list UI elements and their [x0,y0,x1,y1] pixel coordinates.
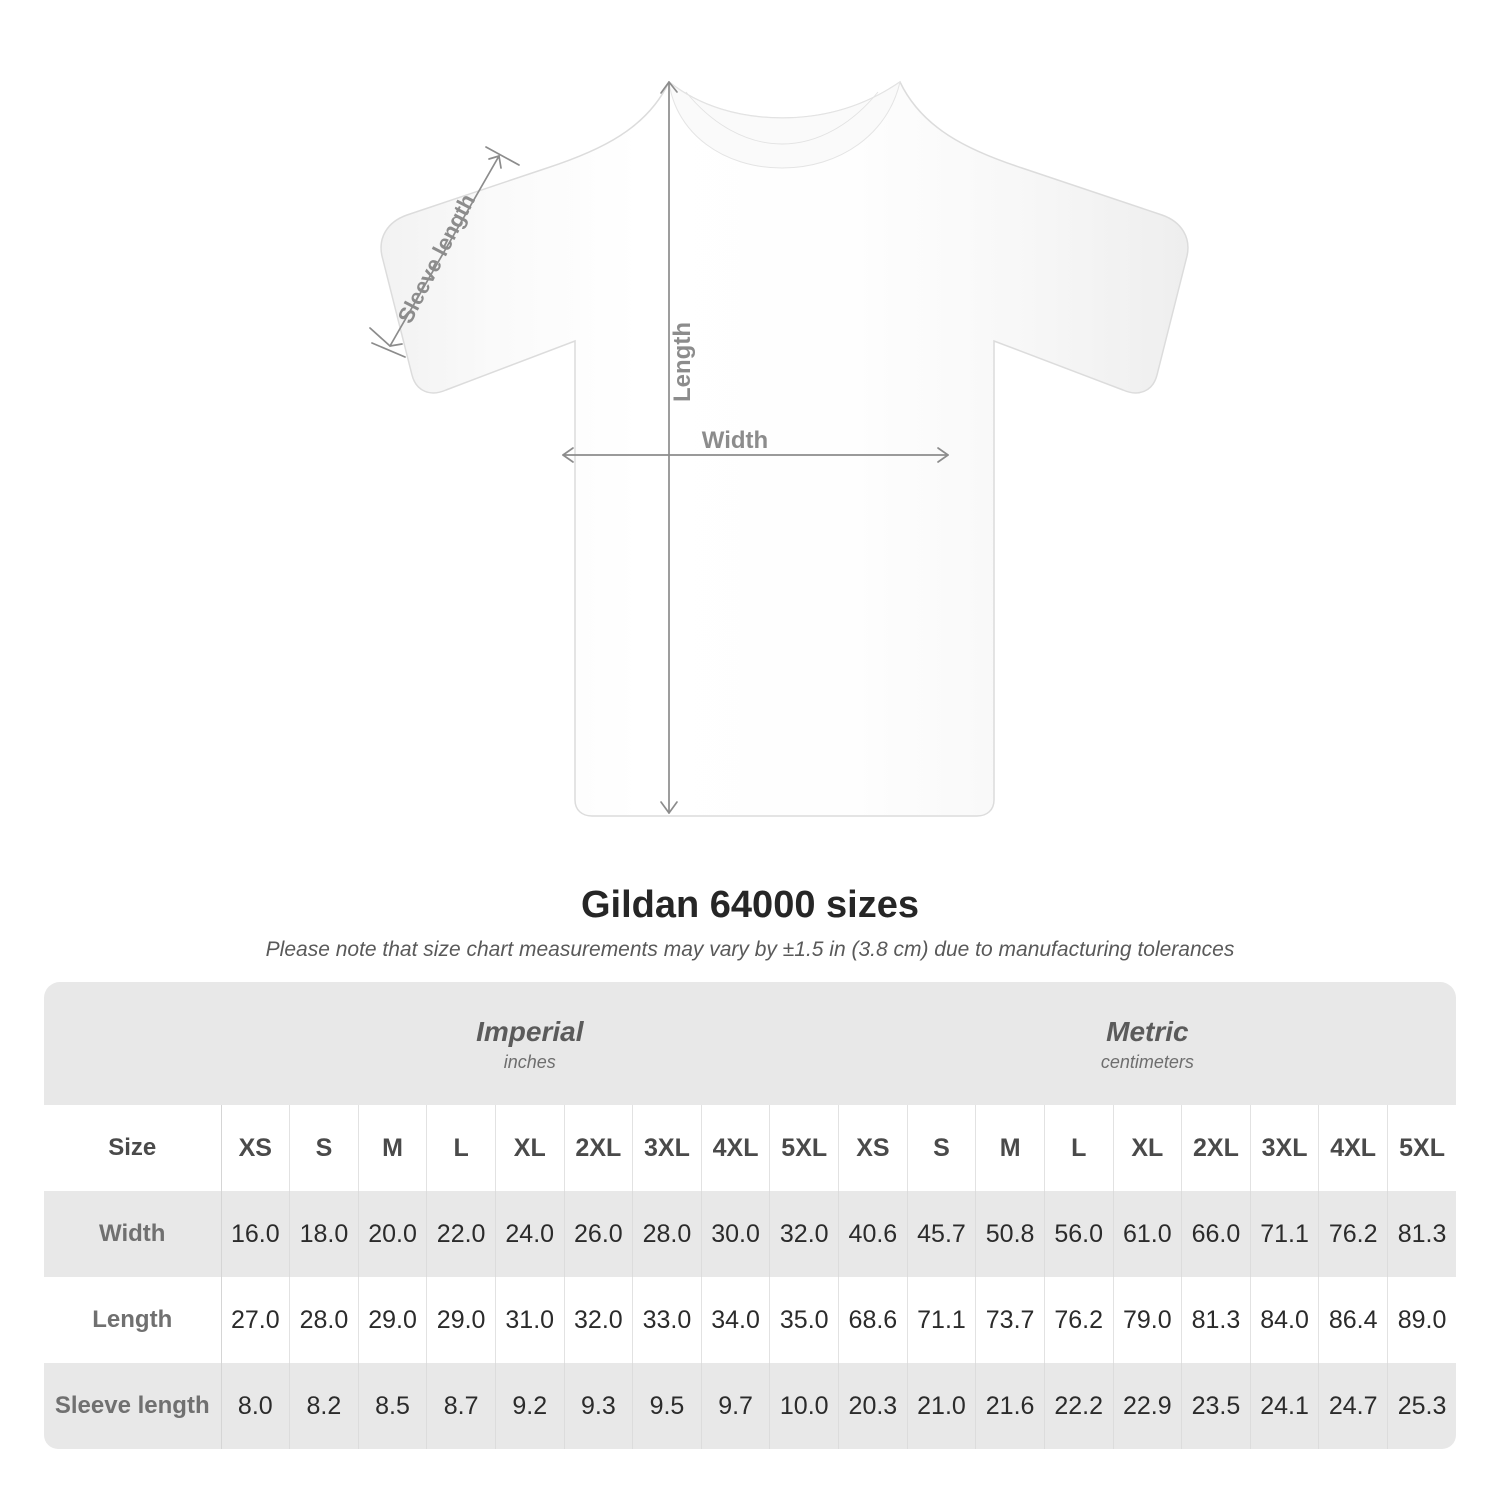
svg-text:Length: Length [669,322,696,402]
svg-text:Width: Width [702,427,768,454]
